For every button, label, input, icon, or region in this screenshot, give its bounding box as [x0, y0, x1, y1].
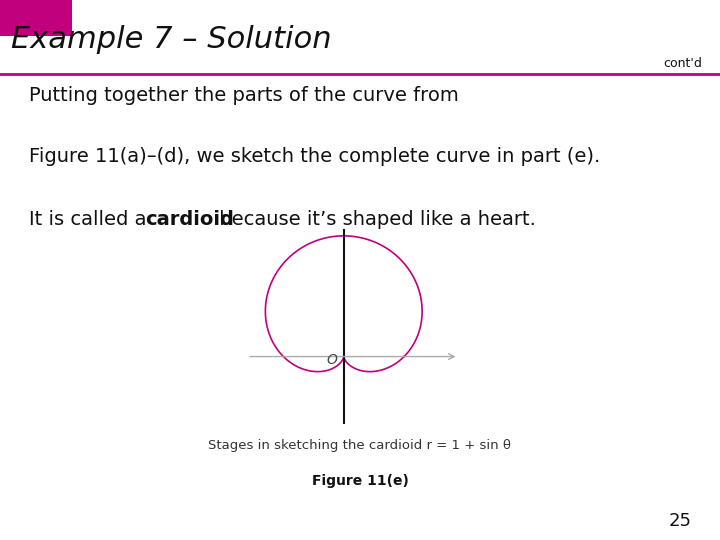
- Text: cardioid: cardioid: [145, 211, 233, 229]
- Text: Figure 11(e): Figure 11(e): [312, 474, 408, 488]
- Text: Putting together the parts of the curve from: Putting together the parts of the curve …: [29, 86, 459, 105]
- Text: Stages in sketching the cardioid r = 1 + sin θ: Stages in sketching the cardioid r = 1 +…: [209, 438, 511, 451]
- FancyBboxPatch shape: [0, 0, 72, 36]
- Text: 25: 25: [668, 512, 691, 530]
- Text: Example 7 – Solution: Example 7 – Solution: [11, 25, 331, 54]
- Text: It is called a: It is called a: [29, 211, 153, 229]
- Text: because it’s shaped like a heart.: because it’s shaped like a heart.: [213, 211, 536, 229]
- Text: Figure 11(a)–(d), we sketch the complete curve in part (e).: Figure 11(a)–(d), we sketch the complete…: [29, 147, 600, 166]
- Text: cont'd: cont'd: [663, 57, 702, 70]
- Text: O: O: [327, 353, 338, 367]
